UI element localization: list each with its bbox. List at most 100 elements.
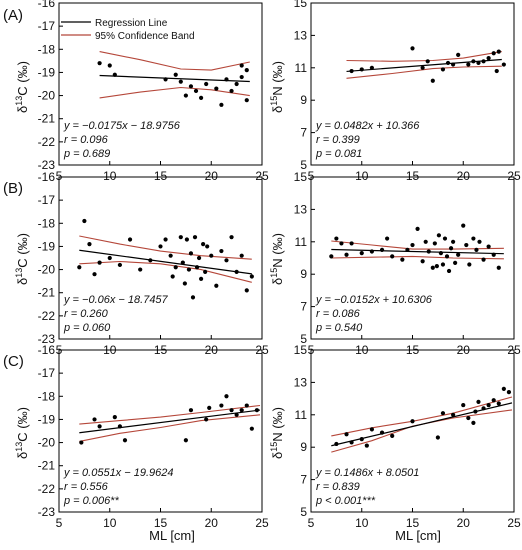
x-tick-label: 15 [154,169,168,183]
y-tick-label: -16 [38,343,56,357]
data-point [244,288,249,293]
data-point [420,65,425,70]
data-point [219,403,224,408]
data-point [466,62,471,67]
data-point [369,65,374,70]
data-point [112,415,117,420]
data-point [369,427,374,432]
y-label-rest: C (‰) [15,61,30,96]
panel-label-c: (C) [3,353,24,370]
panel-label-b: (B) [3,180,23,197]
y-tick-label: -23 [38,332,56,346]
x-tick-label: 20 [205,169,219,183]
panel-4: 5 10 15 20 25 -23 -22 -21 -20 -19 -18 -17 -16 y = 0.0… [38,343,269,530]
data-point [77,265,82,270]
confidence-band-lower [79,414,261,442]
data-point [188,408,194,413]
data-point [410,46,415,51]
data-point [183,438,188,443]
data-point [178,79,183,84]
data-point [180,260,185,265]
data-point [344,252,349,257]
y-tick-label: -16 [38,0,56,10]
data-point [244,403,249,408]
data-point [440,262,446,267]
data-point [183,93,188,98]
data-point [127,237,133,242]
data-point [79,440,84,445]
data-point [486,244,491,249]
stats-line: r = 0.839 [316,481,360,493]
y-label-sup: 13 [14,268,24,278]
y-axis-label-c-c: δ13C (‰) [14,407,30,459]
y-label-rest: N (‰) [270,233,285,268]
y-tick-label: 9 [300,93,307,107]
x-tick-label: 20 [457,169,471,183]
data-point [456,52,461,57]
legend-regression-label: Regression Line [95,18,168,29]
data-point [196,255,202,261]
data-point [423,239,428,244]
data-point [203,269,208,274]
data-point [471,59,476,64]
y-tick-label: -17 [38,193,56,207]
y-tick-label: -21 [38,286,56,300]
data-point [339,241,344,246]
data-point [204,417,209,422]
y-label-rest: C (‰) [15,407,30,442]
data-point [491,51,496,56]
data-point [420,259,425,264]
stats-line: p = 0.081 [315,148,362,160]
stats-line: p = 0.540 [315,322,363,334]
data-point [92,272,97,277]
data-point [205,244,210,249]
y-tick-label: 11 [295,408,308,422]
y-tick-label: -19 [38,65,56,79]
x-tick-label: 10 [355,169,369,183]
data-point [239,253,244,258]
data-point [436,233,441,238]
data-point [249,426,254,431]
data-point [239,74,244,80]
data-point [481,59,486,64]
data-point [186,267,192,272]
y-tick-label: 13 [294,28,308,42]
panel-1: 5 10 15 20 25 5 7 9 11 13 15 y = 0.0482x + 10.366 r … [294,0,521,183]
confidence-band-upper [331,240,504,250]
y-tick-label: -21 [38,459,56,473]
y-axis-label-n-b: δ15N (‰) [269,233,285,285]
data-point [430,78,435,83]
panel-0: 5 10 15 20 25 -23 -22 -21 -20 -19 -18 -17 -16 y = −0.… [38,0,269,183]
y-label-rest: N (‰) [270,407,285,442]
data-point [182,281,187,286]
y-tick-label: -20 [38,436,56,450]
data-point [92,417,97,422]
confidence-band-lower [346,65,502,79]
data-point [445,60,451,66]
data-point [426,249,431,254]
data-point [219,102,224,107]
data-point [188,84,194,89]
data-point [334,441,339,447]
data-point [434,264,439,269]
data-point [476,60,481,66]
data-point [359,251,364,256]
data-point [229,235,234,240]
x-tick-label: 25 [255,516,269,530]
data-point [471,420,476,425]
y-tick-label: -22 [38,309,56,323]
data-point [82,218,87,224]
data-point [405,247,410,252]
data-point [224,77,229,82]
data-point [440,67,446,72]
data-point [410,242,415,248]
data-point [97,260,102,265]
y-tick-label: 7 [300,473,307,487]
data-point [440,411,446,416]
y-tick-label: -19 [38,412,56,426]
y-axis-label-c-a: δ13C (‰) [14,61,30,113]
confidence-band-upper [79,235,252,260]
data-point [163,77,168,82]
data-point [349,68,354,74]
